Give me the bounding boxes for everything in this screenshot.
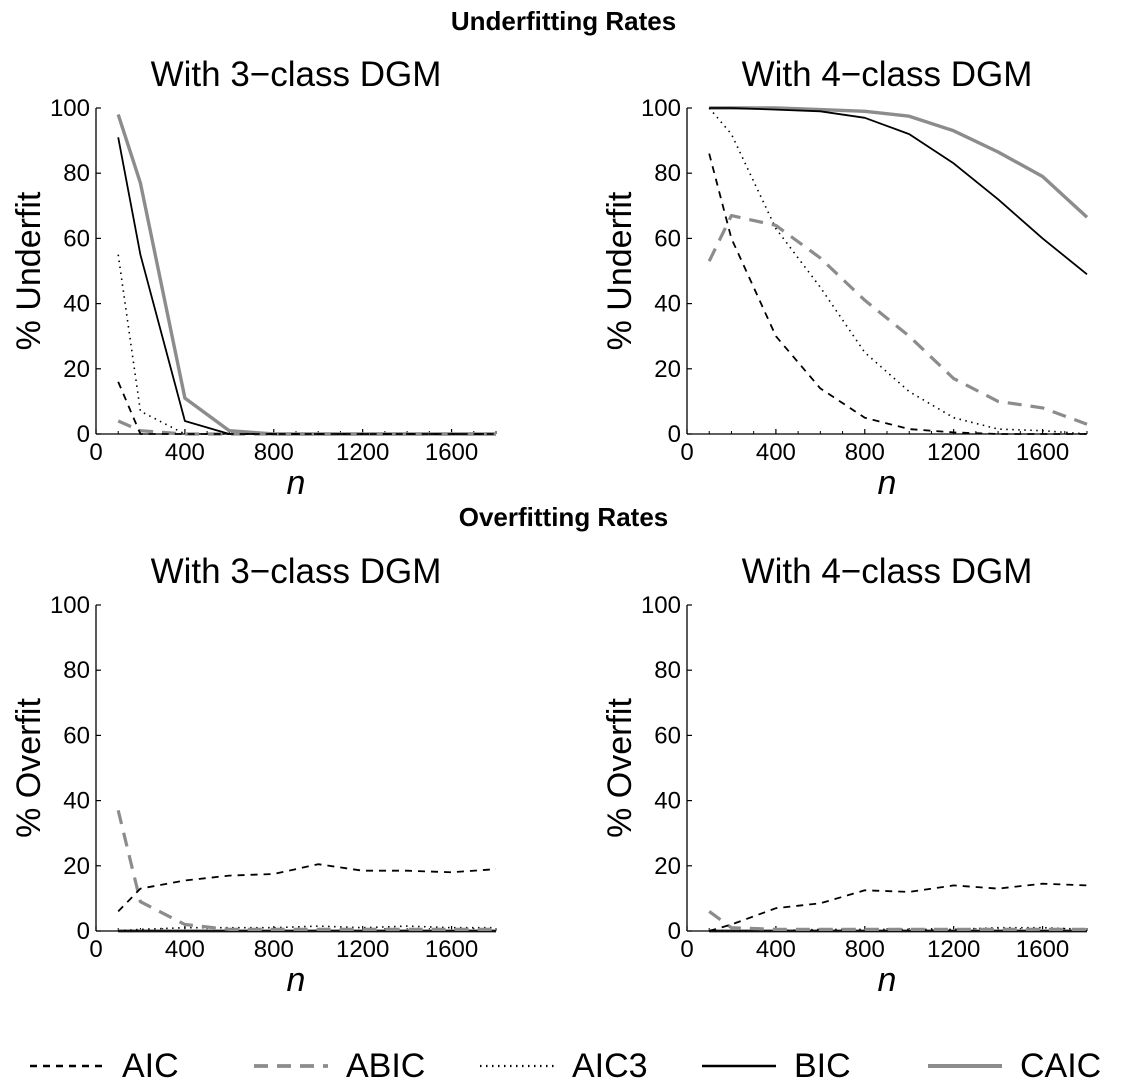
x-tick-label: 1200: [927, 936, 980, 963]
x-tick-label: 800: [845, 439, 885, 466]
series-line-abic: [117, 419, 496, 436]
legend-label: CAIC: [1020, 1047, 1101, 1085]
legend-item-bic: BIC: [702, 1047, 851, 1085]
x-tick-label: 1600: [1016, 936, 1069, 963]
legend-item-abic: ABIC: [254, 1047, 425, 1085]
x-axis-label: n: [878, 961, 897, 999]
y-tick-label: 0: [668, 918, 681, 945]
legend-label: BIC: [794, 1047, 851, 1085]
y-tick-label: 40: [654, 788, 681, 815]
series-line-aic: [117, 863, 497, 913]
x-axis-label: n: [287, 961, 306, 999]
y-axis-label: % Underfit: [10, 191, 48, 350]
x-tick-label: 1200: [927, 439, 980, 466]
legend-label: ABIC: [346, 1047, 425, 1085]
y-tick-label: 60: [654, 225, 681, 252]
underfitting-section-title: Underfitting Rates: [450, 6, 677, 36]
panel-title: With 4−class DGM: [742, 552, 1033, 591]
y-tick-label: 80: [63, 657, 90, 684]
y-tick-label: 0: [668, 421, 681, 448]
y-tick-label: 60: [63, 225, 90, 252]
series-line-bic: [117, 137, 496, 435]
y-axis-label: % Overfit: [10, 698, 48, 838]
x-tick-label: 0: [680, 936, 693, 963]
y-tick-label: 0: [77, 421, 90, 448]
y-tick-label: 40: [654, 291, 681, 318]
y-tick-label: 40: [63, 291, 90, 318]
x-tick-label: 1600: [1016, 439, 1069, 466]
x-tick-label: 400: [165, 936, 205, 963]
x-tick-label: 400: [756, 936, 796, 963]
series-line-abic: [116, 810, 496, 932]
y-tick-label: 100: [50, 95, 90, 122]
x-axis-label: n: [878, 464, 897, 502]
panel-title: With 4−class DGM: [742, 55, 1033, 94]
x-tick-label: 0: [680, 439, 693, 466]
y-tick-label: 20: [63, 356, 90, 383]
x-tick-label: 1600: [425, 439, 478, 466]
y-tick-label: 80: [63, 160, 90, 187]
chart-panel-3: With 3−class DGM 0 20 40 60 80 100 0 400 800 1200 1…: [10, 552, 497, 999]
y-tick-label: 60: [654, 722, 681, 749]
series-line-aic: [708, 882, 1088, 932]
series-line-aic: [117, 381, 496, 435]
series-line-aic: [708, 153, 1087, 435]
series-line-aic3: [708, 107, 1088, 435]
series-line-caic: [709, 106, 1089, 219]
y-tick-label: 0: [77, 918, 90, 945]
y-axis-label: % Underfit: [601, 191, 639, 350]
legend-label: AIC: [122, 1047, 179, 1085]
y-tick-label: 80: [654, 160, 681, 187]
y-tick-label: 20: [654, 853, 681, 880]
x-tick-label: 400: [165, 439, 205, 466]
x-tick-label: 1200: [336, 936, 389, 963]
series-line-bic: [709, 107, 1088, 275]
y-tick-label: 100: [641, 95, 681, 122]
y-tick-label: 20: [63, 853, 90, 880]
x-tick-label: 0: [89, 439, 102, 466]
y-tick-label: 40: [63, 788, 90, 815]
series-line-abic: [708, 910, 1087, 932]
chart-panel-4: With 4−class DGM 0 20 40 60 80 100 0 400 800 1200 1…: [601, 552, 1088, 999]
x-tick-label: 800: [254, 936, 294, 963]
series-line-abic: [707, 214, 1088, 426]
overfitting-section-title: Overfitting Rates: [458, 502, 669, 532]
x-tick-label: 800: [254, 439, 294, 466]
panel-title: With 3−class DGM: [151, 55, 442, 94]
x-tick-label: 1600: [425, 936, 478, 963]
y-axis-label: % Overfit: [601, 698, 639, 838]
legend-label: AIC3: [572, 1047, 648, 1085]
legend: AIC ABIC AIC3 BIC CAIC: [30, 1047, 1101, 1085]
legend-item-aic3: AIC3: [480, 1047, 648, 1085]
panel-title: With 3−class DGM: [151, 552, 442, 591]
legend-item-aic: AIC: [30, 1047, 179, 1085]
y-tick-label: 60: [63, 722, 90, 749]
x-tick-label: 800: [845, 936, 885, 963]
y-tick-label: 20: [654, 356, 681, 383]
legend-item-caic: CAIC: [928, 1047, 1101, 1085]
chart-panel-2: With 4−class DGM 0 20 40 60 80 100 0 400 800 1200 1…: [601, 55, 1089, 502]
x-tick-label: 400: [756, 439, 796, 466]
y-tick-label: 80: [654, 657, 681, 684]
x-tick-label: 0: [89, 936, 102, 963]
x-axis-label: n: [287, 464, 306, 502]
y-tick-label: 100: [50, 592, 90, 619]
x-tick-label: 1200: [336, 439, 389, 466]
chart-panel-1: With 3−class DGM 0 20 40 60 80 100 0 400 800 1200 1…: [10, 55, 497, 502]
y-tick-label: 100: [641, 592, 681, 619]
